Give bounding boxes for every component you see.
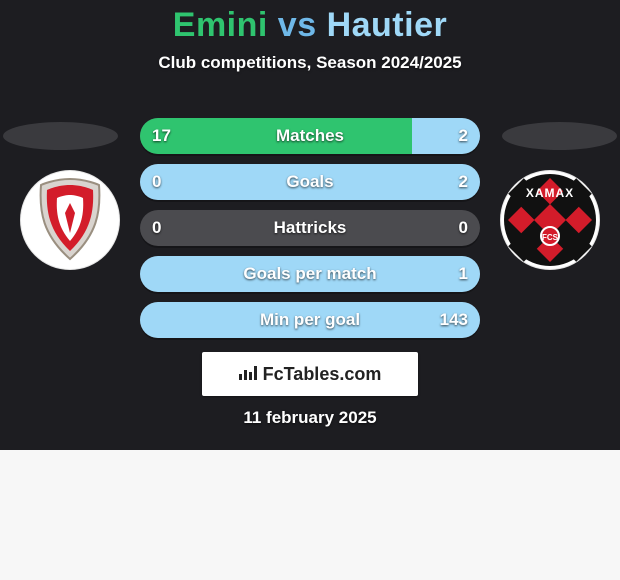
team-left-badge [20,170,120,270]
shadow-ellipse-left [3,122,118,150]
stat-row: 02Goals [140,164,480,200]
xamax-crest-icon: XAMAX FCS [502,172,598,268]
player2-name: Hautier [327,6,448,44]
brand-text: FcTables.com [263,364,382,385]
svg-text:FCS: FCS [542,233,559,242]
stat-row: 1Goals per match [140,256,480,292]
stat-label: Hattricks [140,210,480,246]
stat-value-left [140,302,164,338]
brand-badge[interactable]: FcTables.com [202,352,418,396]
team-right-badge: XAMAX FCS [500,170,600,270]
stat-value-right: 2 [447,164,480,200]
stats-rows: 172Matches02Goals00Hattricks1Goals per m… [140,118,480,348]
xamax-text: XAMAX [526,186,574,200]
stat-value-right: 2 [447,118,480,154]
stat-value-right: 143 [428,302,480,338]
stat-fill-right [140,164,480,200]
stat-value-right: 1 [447,256,480,292]
stat-value-left: 0 [140,164,173,200]
stat-value-right: 0 [447,210,480,246]
stat-value-left: 17 [140,118,183,154]
player1-name: Emini [173,6,268,44]
date-label: 11 february 2025 [0,408,620,428]
stat-value-left [140,256,164,292]
shadow-ellipse-right [502,122,617,150]
stat-row: 172Matches [140,118,480,154]
page-title: Emini vs Hautier [0,0,620,45]
vs-label: vs [278,6,317,44]
stat-row: 143Min per goal [140,302,480,338]
vaduz-crest-icon [31,177,109,263]
subtitle: Club competitions, Season 2024/2025 [0,53,620,73]
stats-card: Emini vs Hautier Club competitions, Seas… [0,0,620,450]
bar-chart-icon [239,366,257,382]
stat-value-left: 0 [140,210,173,246]
stat-row: 0 0Hattricks [140,210,480,246]
stat-fill-right [140,256,480,292]
